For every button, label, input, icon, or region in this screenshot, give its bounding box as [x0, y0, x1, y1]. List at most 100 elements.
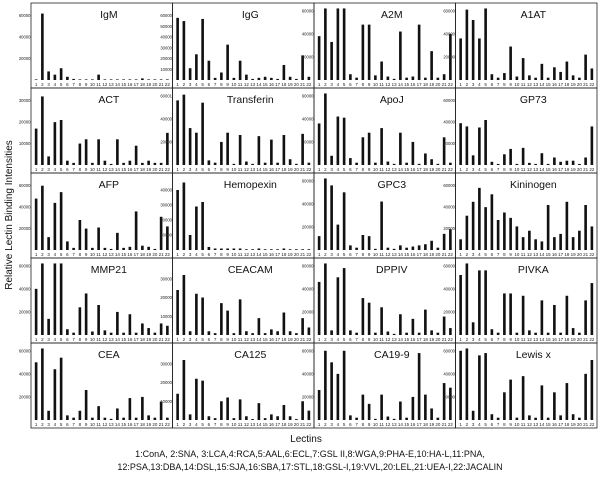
x-tick-label: 3 [472, 337, 475, 342]
x-tick-label: 18 [140, 167, 146, 172]
x-tick-label: 19 [571, 422, 577, 427]
bar-16 [553, 305, 556, 335]
bar-2 [324, 93, 327, 165]
x-tick-label: 15 [263, 167, 269, 172]
bar-10 [515, 332, 519, 335]
bar-21 [159, 323, 163, 335]
x-tick-label: 14 [256, 422, 262, 427]
bar-18 [141, 323, 144, 335]
bar-15 [122, 79, 125, 80]
bar-21 [301, 249, 304, 250]
bar-6 [349, 415, 352, 420]
x-tick-label: 1 [35, 422, 38, 427]
bar-22 [449, 328, 452, 335]
bar-1 [34, 288, 38, 335]
x-tick-label: 3 [330, 337, 333, 342]
x-tick-label: 17 [134, 337, 140, 342]
bar-8 [361, 24, 365, 80]
bar-2 [182, 21, 186, 80]
x-tick-label: 7 [214, 252, 217, 257]
bar-1 [176, 100, 179, 165]
x-tick-label: 18 [564, 167, 570, 172]
bar-18 [565, 383, 569, 420]
x-tick-label: 21 [442, 252, 448, 257]
bar-22 [590, 68, 594, 80]
bar-4 [195, 293, 198, 335]
x-tick-label: 5 [60, 422, 63, 427]
bar-16 [270, 139, 273, 165]
bar-21 [584, 54, 587, 80]
x-tick-label: 18 [423, 422, 429, 427]
bar-16 [270, 414, 273, 421]
bar-10 [374, 75, 377, 80]
bar-9 [367, 302, 371, 335]
bar-9 [84, 390, 88, 420]
bar-15 [122, 162, 125, 165]
bar-22 [307, 162, 311, 165]
x-tick-label: 6 [208, 422, 211, 427]
x-tick-label: 15 [263, 82, 269, 87]
x-tick-label: 3 [189, 252, 192, 257]
x-tick-label: 7 [72, 337, 75, 342]
x-tick-label: 10 [373, 167, 379, 172]
bar-16 [128, 79, 132, 80]
bar-5 [484, 120, 487, 165]
x-tick-label: 17 [134, 82, 140, 87]
x-tick-label: 4 [54, 337, 57, 342]
panel-title: CA125 [234, 349, 266, 361]
bar-17 [134, 211, 138, 250]
bar-16 [553, 237, 556, 250]
bar-20 [295, 163, 298, 165]
x-tick-label: 3 [189, 82, 192, 87]
x-tick-label: 8 [220, 252, 223, 257]
y-tick-label: 20000 [443, 309, 455, 314]
x-tick-label: 18 [423, 82, 429, 87]
x-tick-label: 3 [47, 167, 50, 172]
x-tick-label: 17 [417, 252, 423, 257]
lectin-legend-line-2: 12:PSA,13:DBA,14:DSL,15:SJA,16:SBA,17:ST… [117, 462, 502, 472]
x-tick-label: 14 [398, 337, 404, 342]
x-tick-label: 22 [165, 337, 171, 342]
bar-13 [109, 418, 113, 420]
x-tick-label: 11 [238, 337, 243, 342]
x-tick-label: 12 [102, 252, 108, 257]
x-tick-label: 16 [552, 337, 558, 342]
x-tick-label: 17 [558, 167, 564, 172]
x-tick-label: 10 [90, 422, 96, 427]
bar-15 [122, 417, 125, 420]
x-tick-label: 9 [368, 167, 371, 172]
x-tick-label: 9 [368, 337, 371, 342]
x-tick-label: 12 [244, 252, 250, 257]
panel-act: 1 2 3 4 5 6 7 8 9 10 11 12 13 14 15 16 17 18 19 20 21 2210000… [19, 87, 173, 174]
x-tick-label: 2 [324, 82, 327, 87]
x-tick-label: 4 [195, 337, 198, 342]
panel-apoj: 1 2 3 4 5 6 7 8 9 10 11 12 13 14 15 16 17 18 19 20 21 2220000… [302, 87, 456, 174]
x-tick-label: 18 [140, 82, 146, 87]
x-tick-label: 3 [472, 167, 475, 172]
bar-7 [72, 78, 75, 80]
x-tick-label: 14 [398, 167, 404, 172]
bar-4 [478, 187, 481, 250]
bar-7 [496, 77, 500, 80]
bar-14 [257, 248, 261, 250]
x-tick-label: 10 [373, 422, 379, 427]
bar-12 [103, 160, 107, 165]
x-tick-label: 18 [423, 337, 429, 342]
x-tick-label: 15 [546, 422, 552, 427]
bar-8 [220, 248, 223, 250]
x-tick-label: 6 [66, 252, 69, 257]
bar-17 [559, 71, 562, 80]
bar-5 [201, 297, 204, 335]
x-tick-label: 8 [503, 82, 506, 87]
y-tick-label: 40000 [160, 116, 172, 121]
x-tick-label: 6 [349, 252, 352, 257]
bar-2 [182, 182, 186, 250]
bar-8 [503, 293, 506, 335]
x-tick-label: 14 [539, 167, 545, 172]
x-tick-label: 10 [373, 252, 379, 257]
x-tick-label: 9 [226, 422, 229, 427]
x-tick-label: 21 [583, 422, 589, 427]
bar-20 [578, 77, 581, 80]
x-tick-label: 6 [491, 167, 494, 172]
bar-14 [540, 241, 544, 250]
